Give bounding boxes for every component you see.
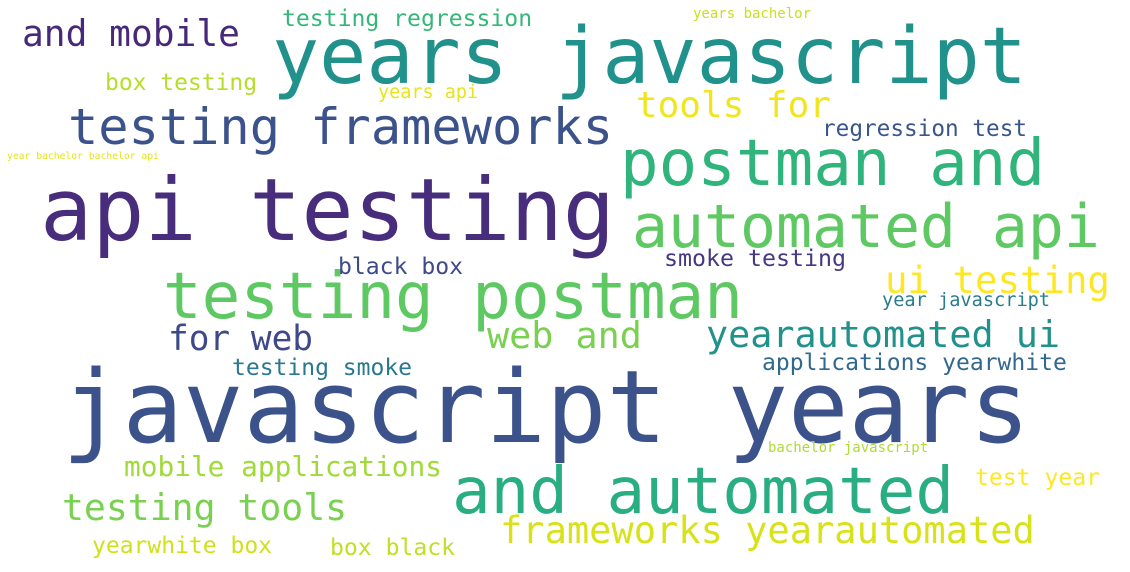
word: years api [378, 82, 479, 103]
word: postman and [620, 126, 1046, 201]
word: web and [487, 314, 642, 357]
word: yearwhite box [92, 533, 273, 559]
word: testing postman [163, 259, 743, 334]
word: mobile applications [124, 450, 442, 483]
word: javascript years [62, 349, 1030, 466]
word: year bachelor bachelor api [7, 151, 159, 162]
word: years javascript [272, 11, 1027, 102]
word: and automated [452, 454, 955, 529]
word: automated api [632, 193, 1100, 262]
word: years bachelor [693, 6, 812, 22]
word: tools for [636, 85, 831, 126]
word: smoke testing [664, 245, 846, 272]
word: black box [338, 254, 464, 280]
word: test year [975, 465, 1101, 491]
word: frameworks yearautomated [500, 509, 1035, 552]
word: bachelor javascript [768, 440, 929, 456]
word: applications yearwhite [762, 350, 1067, 376]
word: box testing [105, 70, 258, 96]
word: testing smoke [232, 355, 413, 381]
word: testing tools [62, 486, 348, 529]
word: testing regression [282, 6, 533, 32]
word: for web [168, 319, 314, 359]
word: box black [330, 535, 456, 561]
word: year javascript [882, 290, 1051, 311]
word: yearautomated ui [706, 313, 1061, 356]
word: ui testing [885, 258, 1110, 302]
word: regression test [822, 116, 1028, 142]
word: api testing [40, 160, 616, 261]
word: testing frameworks [68, 97, 614, 156]
word: and mobile [22, 12, 240, 55]
